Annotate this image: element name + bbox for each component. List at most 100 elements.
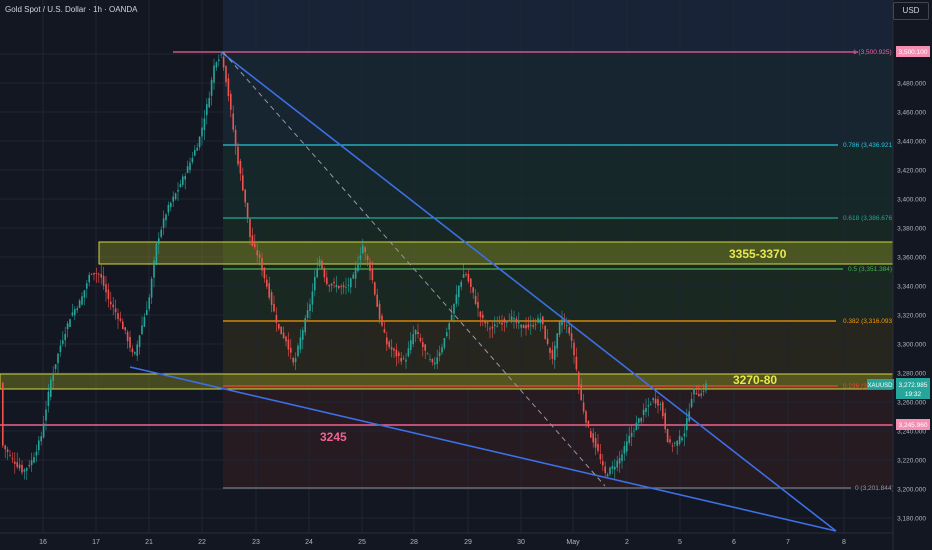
fib-label-1: 1 (3,500.925)	[853, 49, 892, 56]
candle-body	[45, 409, 47, 421]
time-tick-label: 30	[517, 539, 525, 546]
candle-body	[388, 341, 390, 348]
candle-body	[246, 202, 249, 218]
candle-body	[702, 391, 705, 392]
candle-body	[657, 399, 659, 406]
candle-body	[539, 318, 542, 324]
price-tick-label: 3,360.000	[897, 255, 926, 262]
candle-body	[458, 285, 460, 298]
candle-body	[381, 315, 383, 326]
candle-body	[59, 345, 62, 352]
current-symbol-badge: XAUUSD	[867, 379, 894, 389]
candle-body	[146, 309, 148, 316]
candle-body	[522, 325, 525, 329]
candle-body	[498, 322, 501, 324]
candle-body	[654, 398, 657, 404]
falling-wedge-lower-trendline	[129, 366, 837, 532]
candle-body	[230, 94, 232, 110]
candle-body	[664, 412, 666, 430]
candle-body	[78, 300, 81, 308]
candle-body	[2, 382, 4, 446]
candle-body	[69, 319, 71, 327]
candle-body	[333, 281, 335, 284]
candle-body	[378, 303, 381, 320]
candle-body	[124, 327, 126, 331]
price-tick-label: 3,220.000	[897, 458, 926, 465]
candle-body	[580, 384, 582, 401]
candle-body	[105, 284, 107, 293]
candle-body	[102, 275, 105, 286]
candle-body	[678, 435, 681, 445]
price-tick-label: 3,480.000	[897, 81, 926, 88]
fib-label-0: 0 (3,201.844)	[855, 485, 894, 492]
candle-body	[650, 403, 652, 405]
candle-body	[266, 279, 268, 287]
fib-shade-236	[223, 321, 893, 386]
candle-body	[268, 283, 270, 298]
candle-body	[50, 379, 52, 397]
candle-body	[203, 118, 206, 130]
time-tick-label: 25	[358, 539, 366, 546]
candle-body	[597, 443, 599, 452]
price-tick-label: 3,400.000	[897, 197, 926, 204]
candle-body	[9, 454, 11, 456]
candle-body	[242, 175, 244, 191]
candle-body	[177, 189, 179, 192]
candle-body	[695, 392, 698, 395]
candle-body	[527, 324, 530, 328]
candle-body	[462, 274, 465, 278]
candle-body	[376, 294, 378, 307]
candle-body	[40, 436, 42, 442]
fib-shade-786	[223, 52, 893, 145]
candle-body	[114, 308, 117, 313]
candle-body	[666, 429, 669, 443]
candle-body	[62, 340, 64, 344]
candle-body	[21, 464, 23, 473]
candle-body	[326, 277, 328, 285]
candle-body	[90, 273, 93, 275]
price-axis-ticks: 3,500.0003,480.0003,460.0003,440.0003,42…	[897, 52, 926, 523]
candle-body	[38, 440, 40, 451]
candle-body	[162, 218, 165, 228]
candle-body	[369, 262, 371, 272]
candle-body	[186, 166, 189, 173]
candle-body	[544, 326, 546, 340]
candle-body	[136, 344, 138, 356]
candle-body	[484, 321, 486, 324]
currency-button[interactable]: USD	[893, 2, 929, 20]
candle-body	[222, 56, 225, 68]
candle-body	[237, 146, 239, 165]
candle-body	[88, 274, 90, 283]
candle-body	[537, 318, 539, 323]
candle-body	[270, 292, 273, 305]
candle-body	[561, 319, 563, 326]
candle-body	[170, 202, 172, 208]
candle-body	[609, 467, 611, 475]
fib-shade-0	[223, 386, 893, 488]
candle-body	[26, 468, 28, 471]
candle-body	[587, 421, 590, 427]
candle-body	[386, 337, 388, 345]
candle-body	[513, 317, 515, 320]
trendlines[interactable]	[129, 51, 837, 532]
candle-body	[614, 466, 616, 470]
candle-body	[251, 235, 254, 246]
candle-body	[431, 359, 434, 363]
candle-body	[311, 291, 314, 305]
candle-body	[347, 284, 350, 286]
price-axis[interactable]	[893, 0, 932, 550]
candle-body	[81, 296, 83, 305]
candle-body	[611, 466, 614, 469]
time-tick-label: 28	[410, 539, 418, 546]
candle-body	[275, 314, 278, 323]
candle-body	[621, 454, 623, 461]
candle-body	[172, 196, 174, 202]
candle-body	[532, 325, 534, 327]
candle-body	[345, 286, 347, 288]
candle-body	[599, 453, 602, 460]
candle-body	[470, 278, 472, 287]
top-price-badge: 3,500.100	[896, 46, 930, 57]
candle-body	[35, 451, 38, 456]
fib-lines[interactable]	[0, 51, 893, 489]
